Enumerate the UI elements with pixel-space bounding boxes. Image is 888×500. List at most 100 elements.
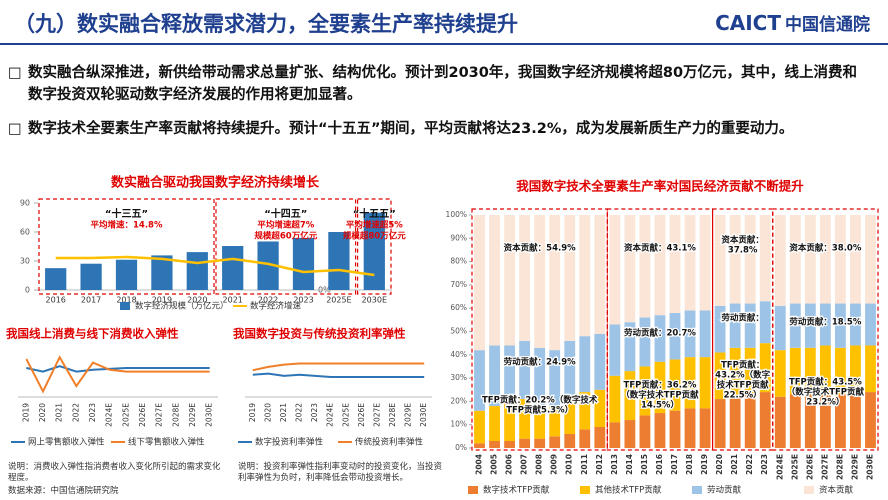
bar-segment	[865, 215, 876, 304]
bar-segment	[789, 215, 801, 304]
bar	[80, 263, 102, 290]
bar	[151, 255, 173, 290]
legend-label: 数字经济规模（万亿元）	[135, 301, 229, 312]
logo-en: CAICT	[715, 11, 781, 35]
bar	[186, 252, 208, 290]
bar-segment	[564, 399, 576, 435]
bar-segment	[729, 347, 741, 397]
y-tick-label: 60	[20, 228, 30, 237]
x-tick-label: 2023	[293, 296, 313, 305]
bar-segment	[684, 215, 696, 311]
annotation: 平均增速超7%	[257, 220, 314, 231]
bar-segment	[744, 394, 756, 448]
series-line	[252, 372, 425, 378]
annotation: TFP贡献：	[721, 360, 764, 371]
annotation: （数字技术TFP贡献	[621, 390, 699, 401]
period-box	[772, 208, 879, 451]
bar-segment	[789, 394, 801, 448]
x-tick-label: 2028E	[835, 454, 844, 480]
annotation: 37.8%	[728, 246, 758, 256]
bar-segment	[654, 413, 666, 448]
source: 数据来源：中国信通院研究院	[8, 486, 119, 496]
x-tick-label: 2019	[248, 403, 257, 422]
bar-segment	[504, 403, 516, 442]
y-tick-label: 40%	[450, 350, 467, 359]
x-tick-label: 2025E	[121, 403, 130, 427]
bar-segment	[609, 324, 621, 376]
bar	[115, 259, 138, 290]
x-tick-label: 2019	[152, 296, 172, 305]
x-tick-label: 2020	[187, 296, 207, 305]
annotation: 平均增速：14.8%	[91, 220, 163, 231]
x-tick-label: 2014	[625, 454, 634, 475]
annotation: TFP贡献5.3%）	[506, 405, 573, 416]
legend-label: 传统投资利率弹性	[355, 437, 424, 448]
bar-segment	[699, 408, 711, 448]
x-tick-label: 2019	[700, 454, 709, 475]
bar-segment	[564, 215, 576, 341]
annotation: 劳动贡献：	[721, 313, 764, 324]
annotation: 43.2%（数字	[715, 370, 770, 381]
bar-segment	[774, 350, 786, 397]
legend-label: 其他技术TFP贡献	[595, 485, 662, 496]
slide-title: （九）数实融合释放需求潜力，全要素生产率持续提升	[14, 12, 518, 36]
logo: CAICT 中国信通院	[715, 10, 870, 35]
bar-segment	[729, 396, 741, 448]
x-tick-label: 2022	[71, 403, 80, 422]
bar-segment	[534, 215, 546, 348]
bar-segment	[850, 345, 861, 393]
x-tick-label: 2030E	[865, 454, 874, 480]
bar-segment	[474, 443, 485, 448]
bar	[222, 246, 244, 290]
note: 说明：投资利率弹性指利率变动时的投资变化，当投资利率弹性为负时，利率降低会带动投…	[238, 462, 443, 483]
x-tick-label: 2006	[505, 454, 514, 475]
bar	[257, 241, 279, 290]
bar-segment	[579, 429, 591, 448]
x-tick-label: 2023	[88, 403, 97, 422]
bar-segment	[594, 215, 606, 334]
x-tick-label: 2021	[279, 403, 288, 422]
annotation: 劳动贡献：20.7%	[624, 328, 696, 339]
bar-segment	[684, 408, 696, 448]
note: 说明：消费收入弹性指消费者收入变化所引起的需求变化程度。	[8, 462, 221, 483]
bar-segment	[519, 438, 531, 448]
bar-segment	[534, 347, 546, 407]
annotation: （数字技术TFP贡献	[787, 387, 865, 398]
y-tick-label: 0%	[455, 443, 467, 452]
x-tick-label: 2026E	[357, 403, 366, 427]
bar	[45, 268, 67, 290]
bar-segment	[850, 303, 861, 346]
x-tick-label: 2021	[55, 403, 64, 422]
x-tick-label: 2004	[475, 454, 484, 475]
bar-segment	[639, 215, 651, 318]
series-line	[252, 362, 425, 372]
bar-segment	[489, 345, 500, 407]
bar-segment	[609, 215, 621, 325]
bar-segment	[624, 420, 636, 448]
legend-swatch	[580, 486, 590, 494]
bar-segment	[564, 340, 576, 400]
legend-swatch	[468, 486, 478, 494]
bar-segment	[519, 215, 531, 341]
x-tick-label: 2007	[520, 454, 529, 475]
x-tick-label: 2030E	[205, 403, 214, 427]
x-tick-label: 2020	[715, 454, 724, 475]
bar-segment	[654, 315, 666, 362]
bar-segment	[865, 303, 876, 346]
annotation: 资本贡献：38.0%	[789, 243, 861, 254]
bar-segment	[865, 392, 876, 448]
x-tick-label: 2024E	[326, 403, 335, 427]
bar-segment	[489, 215, 500, 346]
bar-segment	[549, 436, 561, 448]
x-tick-label: 2022	[258, 296, 278, 305]
x-tick-label: 2026E	[138, 403, 147, 427]
bar-segment	[759, 215, 771, 302]
series-line	[25, 355, 210, 394]
x-tick-label: 2015	[640, 454, 649, 475]
x-tick-label: 2025E	[326, 296, 351, 305]
legend-swatch	[804, 486, 814, 494]
bar-segment	[729, 215, 741, 304]
period-box	[215, 198, 357, 295]
x-tick-label: 2023	[310, 403, 319, 422]
